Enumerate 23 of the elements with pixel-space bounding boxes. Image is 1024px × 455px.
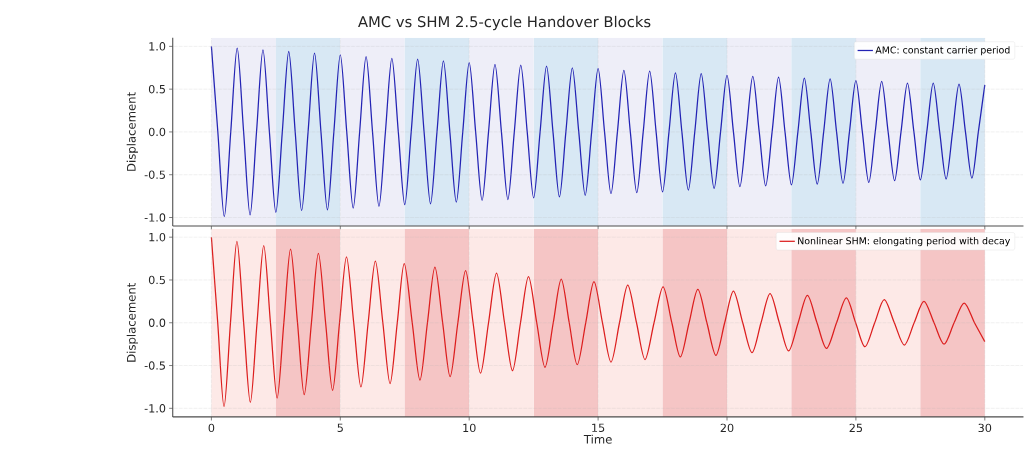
y-tick-label: -1.0	[144, 403, 166, 413]
y-axis-title: Displacement	[126, 91, 138, 171]
x-tick-label: 15	[592, 423, 605, 432]
chart-title: AMC vs SHM 2.5-cycle Handover Blocks	[358, 15, 651, 30]
x-tick-label: 5	[337, 423, 343, 432]
y-tick-label: 0.5	[148, 84, 165, 94]
x-tick-label: 20	[720, 423, 734, 432]
x-axis-title: Time	[583, 434, 612, 444]
x-tick-label: 10	[463, 423, 476, 432]
y-tick-label: 0.0	[148, 127, 166, 136]
x-tick-label: 30	[978, 423, 992, 432]
y-tick-label: 0.5	[148, 275, 165, 285]
y-tick-label: -0.5	[144, 170, 165, 179]
y-tick-label: 1.0	[149, 41, 166, 51]
y-tick-label: 0.0	[148, 318, 166, 327]
x-tick-label: 0	[208, 423, 215, 432]
y-tick-label: -1.0	[144, 213, 166, 222]
legend-label: Nonlinear SHM: elongating period with decay	[798, 236, 1011, 246]
y-axis-title: Displacement	[126, 282, 138, 362]
legend-label: AMC: constant carrier period	[875, 46, 1010, 56]
x-tick-label: 25	[849, 423, 863, 432]
y-tick-label: -0.5	[144, 361, 165, 370]
y-tick-label: 1.0	[149, 232, 166, 242]
